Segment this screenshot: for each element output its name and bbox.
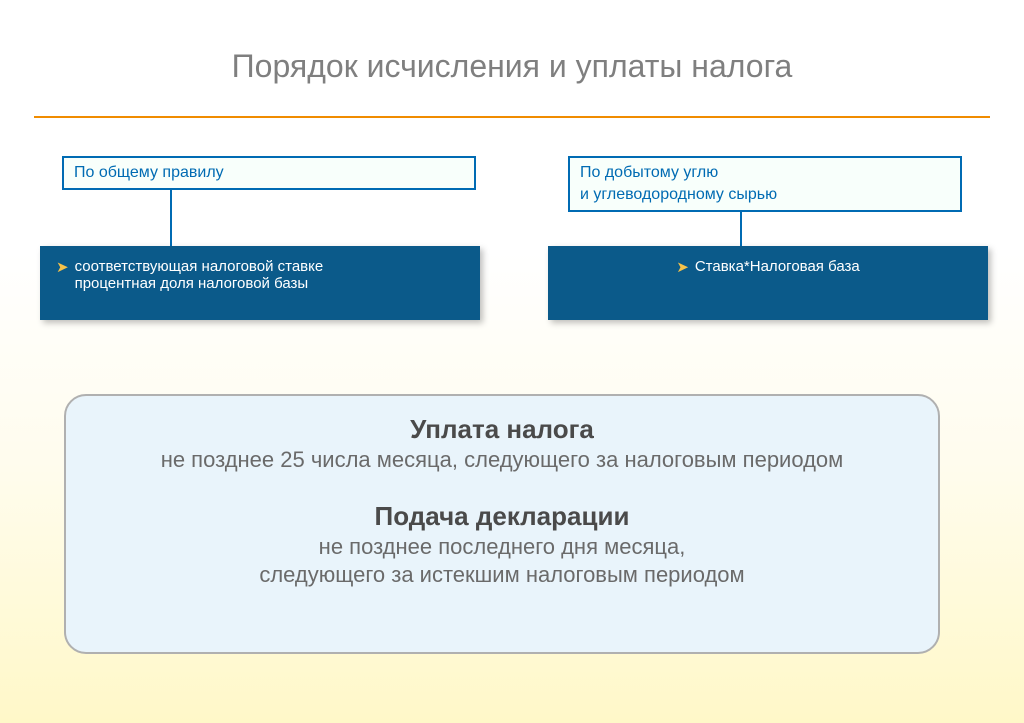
connector-left — [170, 190, 232, 250]
bullet-arrow-icon: ➤ — [56, 258, 69, 276]
box-right-line1: Ставка*Налоговая база — [695, 258, 860, 275]
box-left-line2: процентная доля налоговой базы — [75, 275, 324, 292]
declaration-deadline-line1: не позднее последнего дня месяца, — [66, 534, 938, 560]
payment-heading: Уплата налога — [66, 414, 938, 445]
bullet-left: ➤ соответствующая налоговой ставке проце… — [56, 258, 464, 292]
label-coal-line2: и углеводородному сырью — [580, 184, 950, 206]
slide-title: Порядок исчисления и уплаты налога — [0, 48, 1024, 85]
deadlines-panel: Уплата налога не позднее 25 числа месяца… — [64, 394, 940, 654]
label-general-rule-text: По общему правилу — [74, 164, 224, 181]
box-rate-base: ➤ Ставка*Налоговая база — [548, 246, 988, 320]
slide: Порядок исчисления и уплаты налога По об… — [0, 0, 1024, 723]
connector-right — [740, 212, 802, 250]
title-rule — [34, 116, 990, 118]
declaration-deadline-line2: следующего за истекшим налоговым периодо… — [66, 562, 938, 588]
box-left-line1: соответствующая налоговой ставке — [75, 258, 324, 275]
label-general-rule: По общему правилу — [62, 156, 476, 190]
bullet-right: ➤ Ставка*Налоговая база — [564, 258, 972, 276]
label-coal-line1: По добытому углю — [580, 162, 950, 184]
declaration-heading: Подача декларации — [66, 501, 938, 532]
bullet-arrow-icon: ➤ — [676, 258, 689, 276]
box-general-rule: ➤ соответствующая налоговой ставке проце… — [40, 246, 480, 320]
label-coal-hydrocarbon: По добытому углю и углеводородному сырью — [568, 156, 962, 212]
payment-deadline: не позднее 25 числа месяца, следующего з… — [66, 447, 938, 473]
